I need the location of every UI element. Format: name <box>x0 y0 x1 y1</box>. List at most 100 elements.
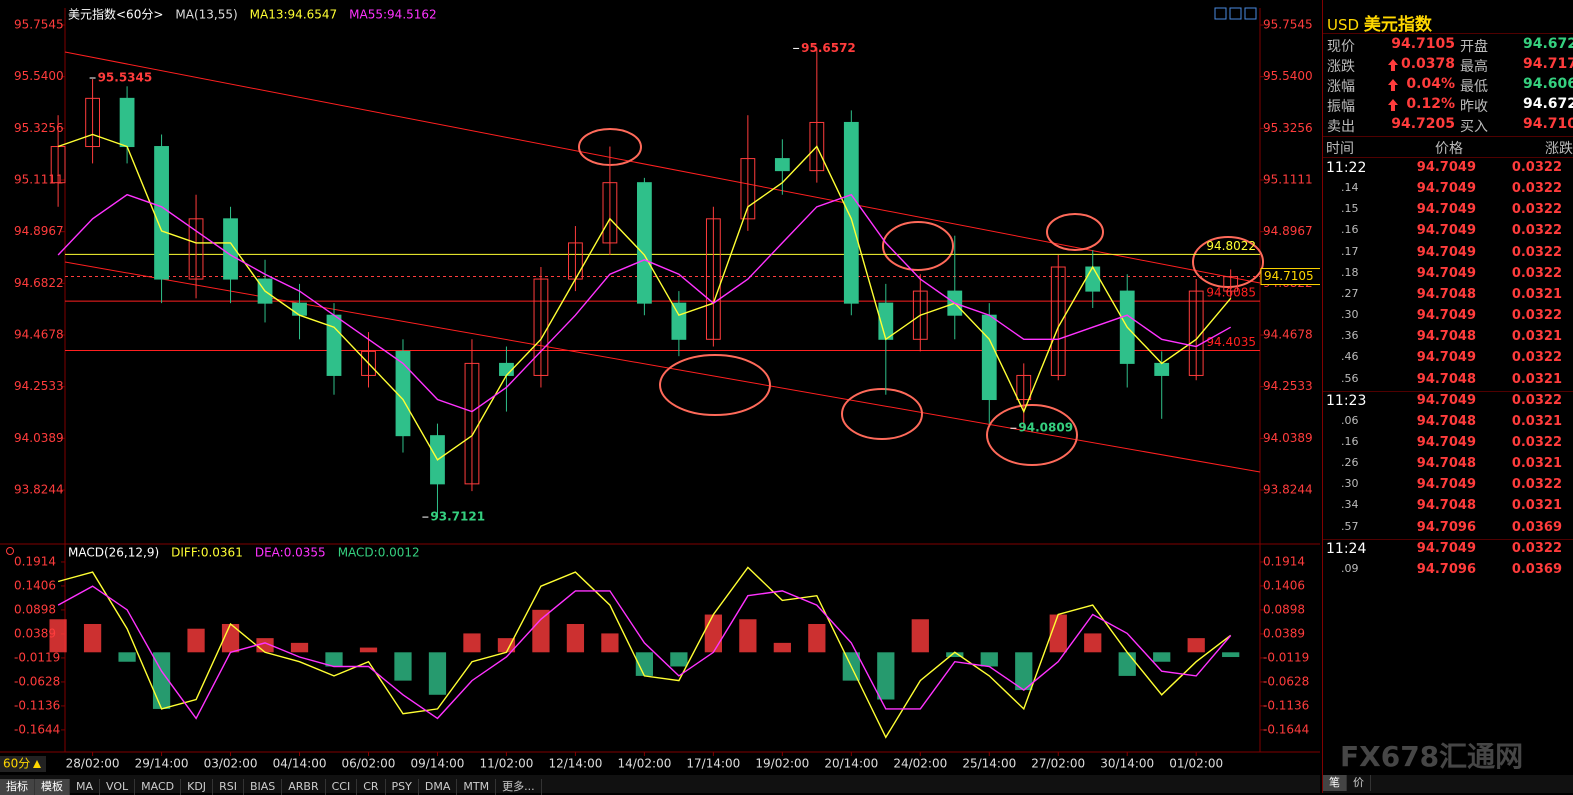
x-tick-label: 25/14:00 <box>962 757 1016 771</box>
y-tick-label: -0.1644 <box>14 722 60 736</box>
quote-value: 94.6720 <box>1523 36 1573 52</box>
trade-change: 0.0322 <box>1511 434 1562 450</box>
y-tick-label: 95.7545 <box>1263 17 1313 31</box>
toolbar-tab[interactable]: MTM <box>457 779 497 795</box>
macd-bar <box>428 652 447 695</box>
trade-time: .27 <box>1341 286 1359 300</box>
macd-bar <box>497 638 516 653</box>
separator <box>1323 538 1573 540</box>
y-tick-label: 0.1406 <box>14 578 56 592</box>
period-label[interactable]: 60分 <box>3 757 30 771</box>
quote-label: 买入 <box>1460 119 1488 135</box>
trend-line <box>64 51 1261 284</box>
column-header: 涨跌 <box>1545 141 1573 157</box>
trade-price: 94.7048 <box>1416 329 1476 345</box>
candle-body <box>809 121 825 172</box>
up-arrow <box>1388 59 1398 71</box>
toolbar-tab[interactable]: 更多... <box>496 779 542 795</box>
button[interactable] <box>1244 7 1257 20</box>
toolbar-tab[interactable]: CCI <box>326 779 358 795</box>
toolbar-tab[interactable]: BIAS <box>244 779 283 795</box>
candle-body <box>1154 362 1170 376</box>
candle-body <box>671 302 687 340</box>
candle-body <box>395 350 411 437</box>
macd-bar <box>463 633 481 653</box>
y-tick-label: 0.0898 <box>1263 602 1305 616</box>
candle-body <box>602 182 618 244</box>
trade-time: .14 <box>1341 181 1359 195</box>
quote-value: 0.12% <box>1406 96 1455 112</box>
candle-body <box>1050 266 1066 376</box>
last-price-box <box>1260 268 1320 286</box>
candle-body <box>981 314 997 401</box>
trade-row: .09 94.7096 0.0369 <box>1323 562 1573 583</box>
period-arrow[interactable] <box>33 760 41 768</box>
toolbar-tab[interactable]: 模板 <box>35 779 70 795</box>
toolbar-tab[interactable]: PSY <box>386 779 419 795</box>
y-tick-label: -0.0119 <box>14 650 60 664</box>
candle-body <box>223 218 238 280</box>
y-tick-label: 94.4678 <box>14 328 64 342</box>
y-tick-label: 0.0389 <box>1263 626 1305 640</box>
trade-change: 0.0322 <box>1511 160 1562 175</box>
trade-row: .56 94.7048 0.0321 <box>1323 372 1573 393</box>
trade-time: .30 <box>1341 477 1359 491</box>
toolbar-tab[interactable]: 指标 <box>0 779 35 795</box>
candle-body <box>119 97 135 148</box>
indicator-toolbar: 指标 模板 MA VOL MACD KDJ RSI BIAS ARBR CCI CR PSY DMA MT… <box>0 775 1320 795</box>
panel-icon[interactable] <box>6 547 14 555</box>
button[interactable] <box>1214 7 1227 20</box>
candle-body <box>912 290 928 340</box>
toolbar-tab[interactable]: ARBR <box>282 779 326 795</box>
separator <box>1323 390 1573 392</box>
circle <box>1192 236 1264 288</box>
toolbar-tab[interactable]: MA <box>70 779 101 795</box>
candle-body <box>292 302 307 316</box>
macd-bar <box>1187 638 1205 653</box>
macd-line <box>57 566 1232 739</box>
side-tab[interactable]: 笔 <box>1323 775 1347 791</box>
toolbar-tab[interactable]: KDJ <box>181 779 214 795</box>
y-tick-label: 0.0898 <box>14 602 56 616</box>
y-tick-label: -0.1644 <box>1263 722 1309 736</box>
trade-price: 94.7048 <box>1416 456 1476 472</box>
trade-time: 11:24 <box>1326 540 1367 557</box>
trade-row: .14 94.7049 0.0322 <box>1323 181 1573 202</box>
trade-row: .18 94.7049 0.0322 <box>1323 266 1573 287</box>
macd-bar <box>532 609 550 653</box>
trade-change: 0.0321 <box>1511 371 1562 387</box>
trade-change: 0.0322 <box>1511 477 1562 493</box>
button[interactable] <box>1229 7 1242 20</box>
y-tick-label: 95.1111 <box>14 173 64 187</box>
y-tick-label: 0.1406 <box>1263 578 1305 592</box>
y-tick-label: 95.3256 <box>14 121 64 135</box>
candle-body <box>1085 266 1101 292</box>
trade-change: 0.0321 <box>1511 286 1562 302</box>
column-header: 价格 <box>1435 141 1463 157</box>
macd-bar <box>1049 614 1067 653</box>
toolbar-tab[interactable]: DMA <box>419 779 458 795</box>
side-tab[interactable]: 价 <box>1347 775 1371 791</box>
window-buttons[interactable] <box>1214 7 1257 20</box>
toolbar-tab[interactable]: RSI <box>213 779 244 795</box>
trade-price: 94.7049 <box>1416 540 1476 556</box>
trade-time: .34 <box>1341 498 1359 512</box>
trade-row: .16 94.7049 0.0322 <box>1323 435 1573 456</box>
macd-bar <box>704 614 722 653</box>
quote-label: 昨收 <box>1460 99 1488 115</box>
y-tick-label: 94.2533 <box>14 379 64 393</box>
legend-entry: MACD(26,12,9) <box>68 546 159 560</box>
toolbar-tab[interactable]: MACD <box>135 779 182 795</box>
toolbar-tab[interactable]: VOL <box>100 779 136 795</box>
macd-bar <box>290 642 309 653</box>
trade-price: 94.7049 <box>1416 392 1476 408</box>
quote-label: 现价 <box>1327 39 1355 55</box>
trade-change: 0.0322 <box>1511 223 1562 239</box>
macd-bar <box>773 642 791 653</box>
level-label: 94.8022 <box>1206 239 1256 253</box>
trade-row: 11:22 94.7049 0.0322 <box>1323 160 1573 181</box>
up-arrow <box>1388 99 1398 111</box>
trade-price: 94.7096 <box>1416 519 1476 535</box>
trade-row: 11:24 94.7049 0.0322 <box>1323 541 1573 562</box>
toolbar-tab[interactable]: CR <box>357 779 386 795</box>
